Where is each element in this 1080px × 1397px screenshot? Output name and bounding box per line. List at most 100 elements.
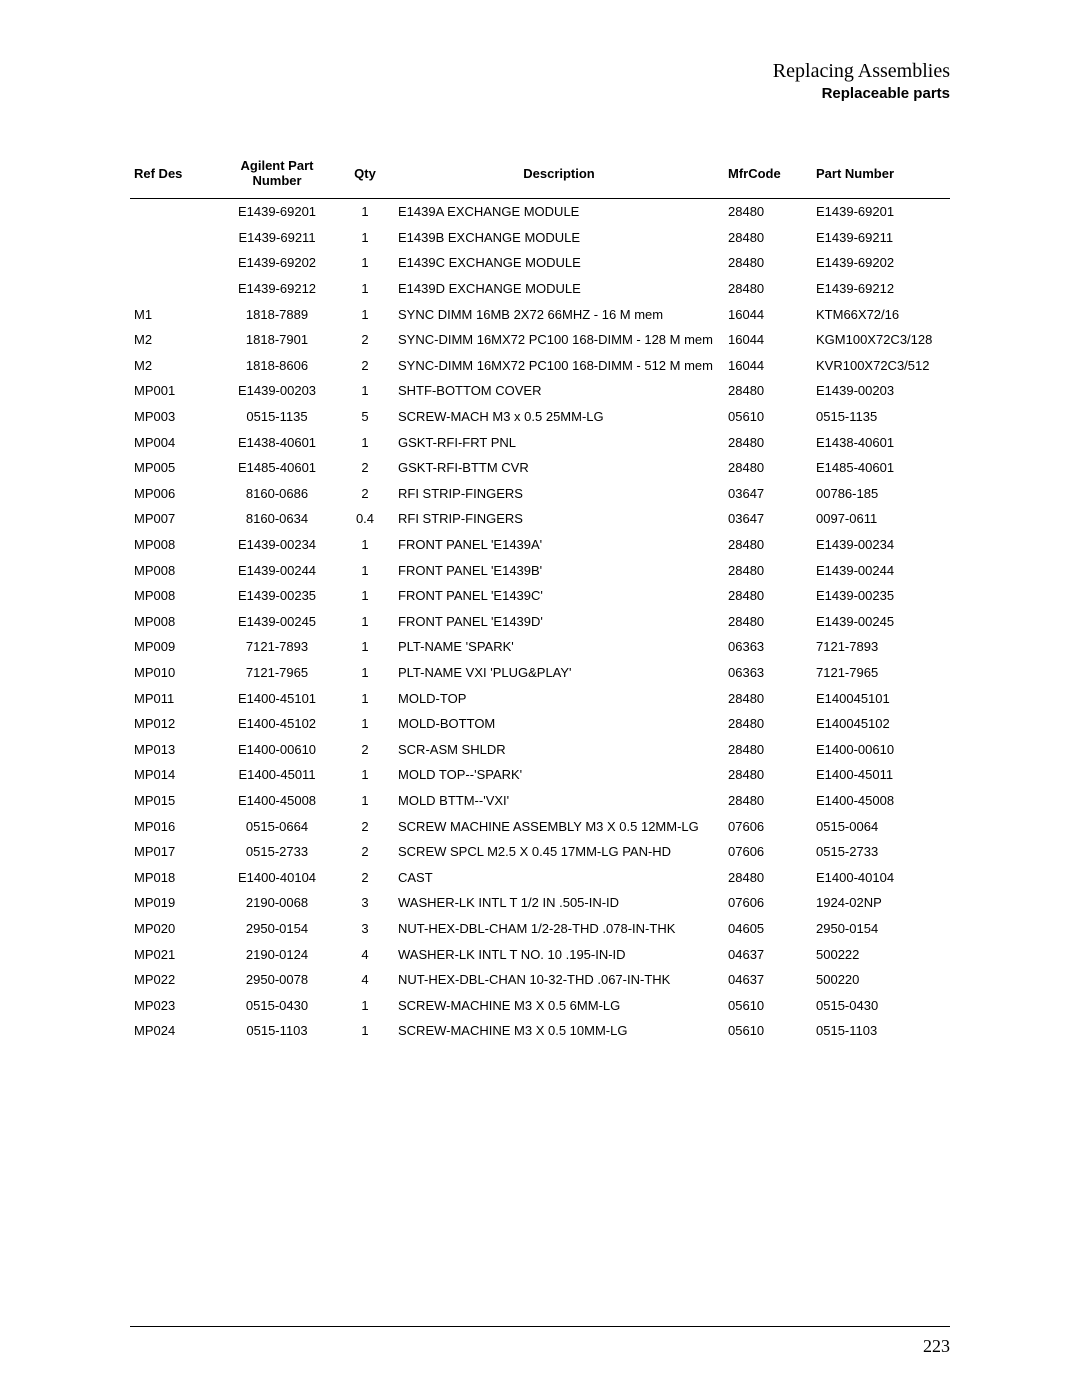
cell-mfr: 28480 bbox=[724, 455, 812, 481]
cell-qty: 1 bbox=[336, 992, 394, 1018]
cell-ref: MP008 bbox=[130, 583, 218, 609]
table-row: E1439-692111E1439B EXCHANGE MODULE28480E… bbox=[130, 225, 950, 251]
cell-desc: E1439D EXCHANGE MODULE bbox=[394, 276, 724, 302]
cell-part: 7121-7965 bbox=[218, 660, 336, 686]
cell-mfr: 06363 bbox=[724, 634, 812, 660]
cell-ref: MP001 bbox=[130, 378, 218, 404]
table-row: MP0107121-79651PLT-NAME VXI 'PLUG&PLAY'0… bbox=[130, 660, 950, 686]
cell-pn: E1400-00610 bbox=[812, 736, 950, 762]
table-row: M21818-79012SYNC-DIMM 16MX72 PC100 168-D… bbox=[130, 327, 950, 353]
cell-pn: 0097-0611 bbox=[812, 506, 950, 532]
cell-mfr: 07606 bbox=[724, 839, 812, 865]
cell-pn: KVR100X72C3/512 bbox=[812, 353, 950, 379]
cell-mfr: 03647 bbox=[724, 481, 812, 507]
cell-qty: 1 bbox=[336, 762, 394, 788]
cell-pn: E1439-69211 bbox=[812, 225, 950, 251]
cell-pn: E1400-40104 bbox=[812, 864, 950, 890]
cell-pn: 7121-7965 bbox=[812, 660, 950, 686]
cell-mfr: 28480 bbox=[724, 225, 812, 251]
cell-ref: MP021 bbox=[130, 941, 218, 967]
cell-part: E1400-40104 bbox=[218, 864, 336, 890]
cell-desc: SCREW MACHINE ASSEMBLY M3 X 0.5 12MM-LG bbox=[394, 813, 724, 839]
cell-pn: E1400-45011 bbox=[812, 762, 950, 788]
cell-qty: 1 bbox=[336, 225, 394, 251]
table-row: MP004E1438-406011GSKT-RFI-FRT PNL28480E1… bbox=[130, 429, 950, 455]
table-row: MP0030515-11355SCREW-MACH M3 x 0.5 25MM-… bbox=[130, 404, 950, 430]
cell-mfr: 07606 bbox=[724, 890, 812, 916]
cell-desc: CAST bbox=[394, 864, 724, 890]
cell-pn: 0515-2733 bbox=[812, 839, 950, 865]
cell-pn: 2950-0154 bbox=[812, 916, 950, 942]
cell-pn: E1439-00245 bbox=[812, 609, 950, 635]
cell-qty: 2 bbox=[336, 455, 394, 481]
cell-mfr: 16044 bbox=[724, 327, 812, 353]
cell-ref: MP023 bbox=[130, 992, 218, 1018]
cell-part: E1439-00234 bbox=[218, 532, 336, 558]
cell-mfr: 28480 bbox=[724, 557, 812, 583]
cell-ref: MP005 bbox=[130, 455, 218, 481]
cell-mfr: 04605 bbox=[724, 916, 812, 942]
cell-part: 0515-0430 bbox=[218, 992, 336, 1018]
table-row: MP0170515-27332SCREW SPCL M2.5 X 0.45 17… bbox=[130, 839, 950, 865]
cell-mfr: 28480 bbox=[724, 250, 812, 276]
cell-part: E1400-00610 bbox=[218, 736, 336, 762]
header-subtitle: Replaceable parts bbox=[130, 85, 950, 102]
cell-pn: KGM100X72C3/128 bbox=[812, 327, 950, 353]
cell-ref: MP006 bbox=[130, 481, 218, 507]
cell-mfr: 28480 bbox=[724, 685, 812, 711]
col-desc: Description bbox=[394, 152, 724, 199]
table-row: MP0230515-04301SCREW-MACHINE M3 X 0.5 6M… bbox=[130, 992, 950, 1018]
table-row: E1439-692121E1439D EXCHANGE MODULE28480E… bbox=[130, 276, 950, 302]
cell-mfr: 28480 bbox=[724, 429, 812, 455]
cell-pn: E1439-00235 bbox=[812, 583, 950, 609]
cell-qty: 2 bbox=[336, 813, 394, 839]
table-row: MP0160515-06642SCREW MACHINE ASSEMBLY M3… bbox=[130, 813, 950, 839]
cell-mfr: 28480 bbox=[724, 788, 812, 814]
cell-ref: MP019 bbox=[130, 890, 218, 916]
cell-qty: 1 bbox=[336, 532, 394, 558]
cell-part: E1439-00244 bbox=[218, 557, 336, 583]
col-qty: Qty bbox=[336, 152, 394, 199]
cell-desc: E1439A EXCHANGE MODULE bbox=[394, 199, 724, 225]
footer-rule bbox=[130, 1326, 950, 1327]
cell-qty: 1 bbox=[336, 429, 394, 455]
cell-pn: 0515-1135 bbox=[812, 404, 950, 430]
cell-qty: 2 bbox=[336, 327, 394, 353]
cell-ref: MP022 bbox=[130, 967, 218, 993]
cell-qty: 1 bbox=[336, 788, 394, 814]
cell-ref bbox=[130, 276, 218, 302]
cell-part: E1400-45011 bbox=[218, 762, 336, 788]
table-row: MP0202950-01543NUT-HEX-DBL-CHAM 1/2-28-T… bbox=[130, 916, 950, 942]
cell-desc: WASHER-LK INTL T 1/2 IN .505-IN-ID bbox=[394, 890, 724, 916]
cell-mfr: 16044 bbox=[724, 353, 812, 379]
cell-ref: MP008 bbox=[130, 609, 218, 635]
table-row: MP008E1439-002351FRONT PANEL 'E1439C'284… bbox=[130, 583, 950, 609]
table-row: MP0212190-01244WASHER-LK INTL T NO. 10 .… bbox=[130, 941, 950, 967]
cell-qty: 2 bbox=[336, 839, 394, 865]
cell-ref: MP024 bbox=[130, 1018, 218, 1044]
cell-mfr: 28480 bbox=[724, 609, 812, 635]
cell-qty: 3 bbox=[336, 916, 394, 942]
cell-ref: M2 bbox=[130, 353, 218, 379]
table-row: MP008E1439-002451FRONT PANEL 'E1439D'284… bbox=[130, 609, 950, 635]
cell-ref: M2 bbox=[130, 327, 218, 353]
cell-part: 2190-0068 bbox=[218, 890, 336, 916]
table-row: MP014E1400-450111MOLD TOP--'SPARK'28480E… bbox=[130, 762, 950, 788]
cell-pn: E140045102 bbox=[812, 711, 950, 737]
cell-pn: 00786-185 bbox=[812, 481, 950, 507]
cell-desc: PLT-NAME 'SPARK' bbox=[394, 634, 724, 660]
cell-part: E1400-45101 bbox=[218, 685, 336, 711]
cell-ref: MP014 bbox=[130, 762, 218, 788]
cell-desc: SCREW-MACHINE M3 X 0.5 6MM-LG bbox=[394, 992, 724, 1018]
cell-desc: SYNC-DIMM 16MX72 PC100 168-DIMM - 128 M … bbox=[394, 327, 724, 353]
cell-desc: SYNC-DIMM 16MX72 PC100 168-DIMM - 512 M … bbox=[394, 353, 724, 379]
table-row: MP012E1400-451021MOLD-BOTTOM28480E140045… bbox=[130, 711, 950, 737]
cell-pn: E140045101 bbox=[812, 685, 950, 711]
cell-desc: GSKT-RFI-BTTM CVR bbox=[394, 455, 724, 481]
table-row: E1439-692021E1439C EXCHANGE MODULE28480E… bbox=[130, 250, 950, 276]
cell-ref: MP020 bbox=[130, 916, 218, 942]
cell-mfr: 28480 bbox=[724, 736, 812, 762]
cell-ref: MP018 bbox=[130, 864, 218, 890]
cell-pn: E1485-40601 bbox=[812, 455, 950, 481]
cell-desc: SCREW-MACH M3 x 0.5 25MM-LG bbox=[394, 404, 724, 430]
